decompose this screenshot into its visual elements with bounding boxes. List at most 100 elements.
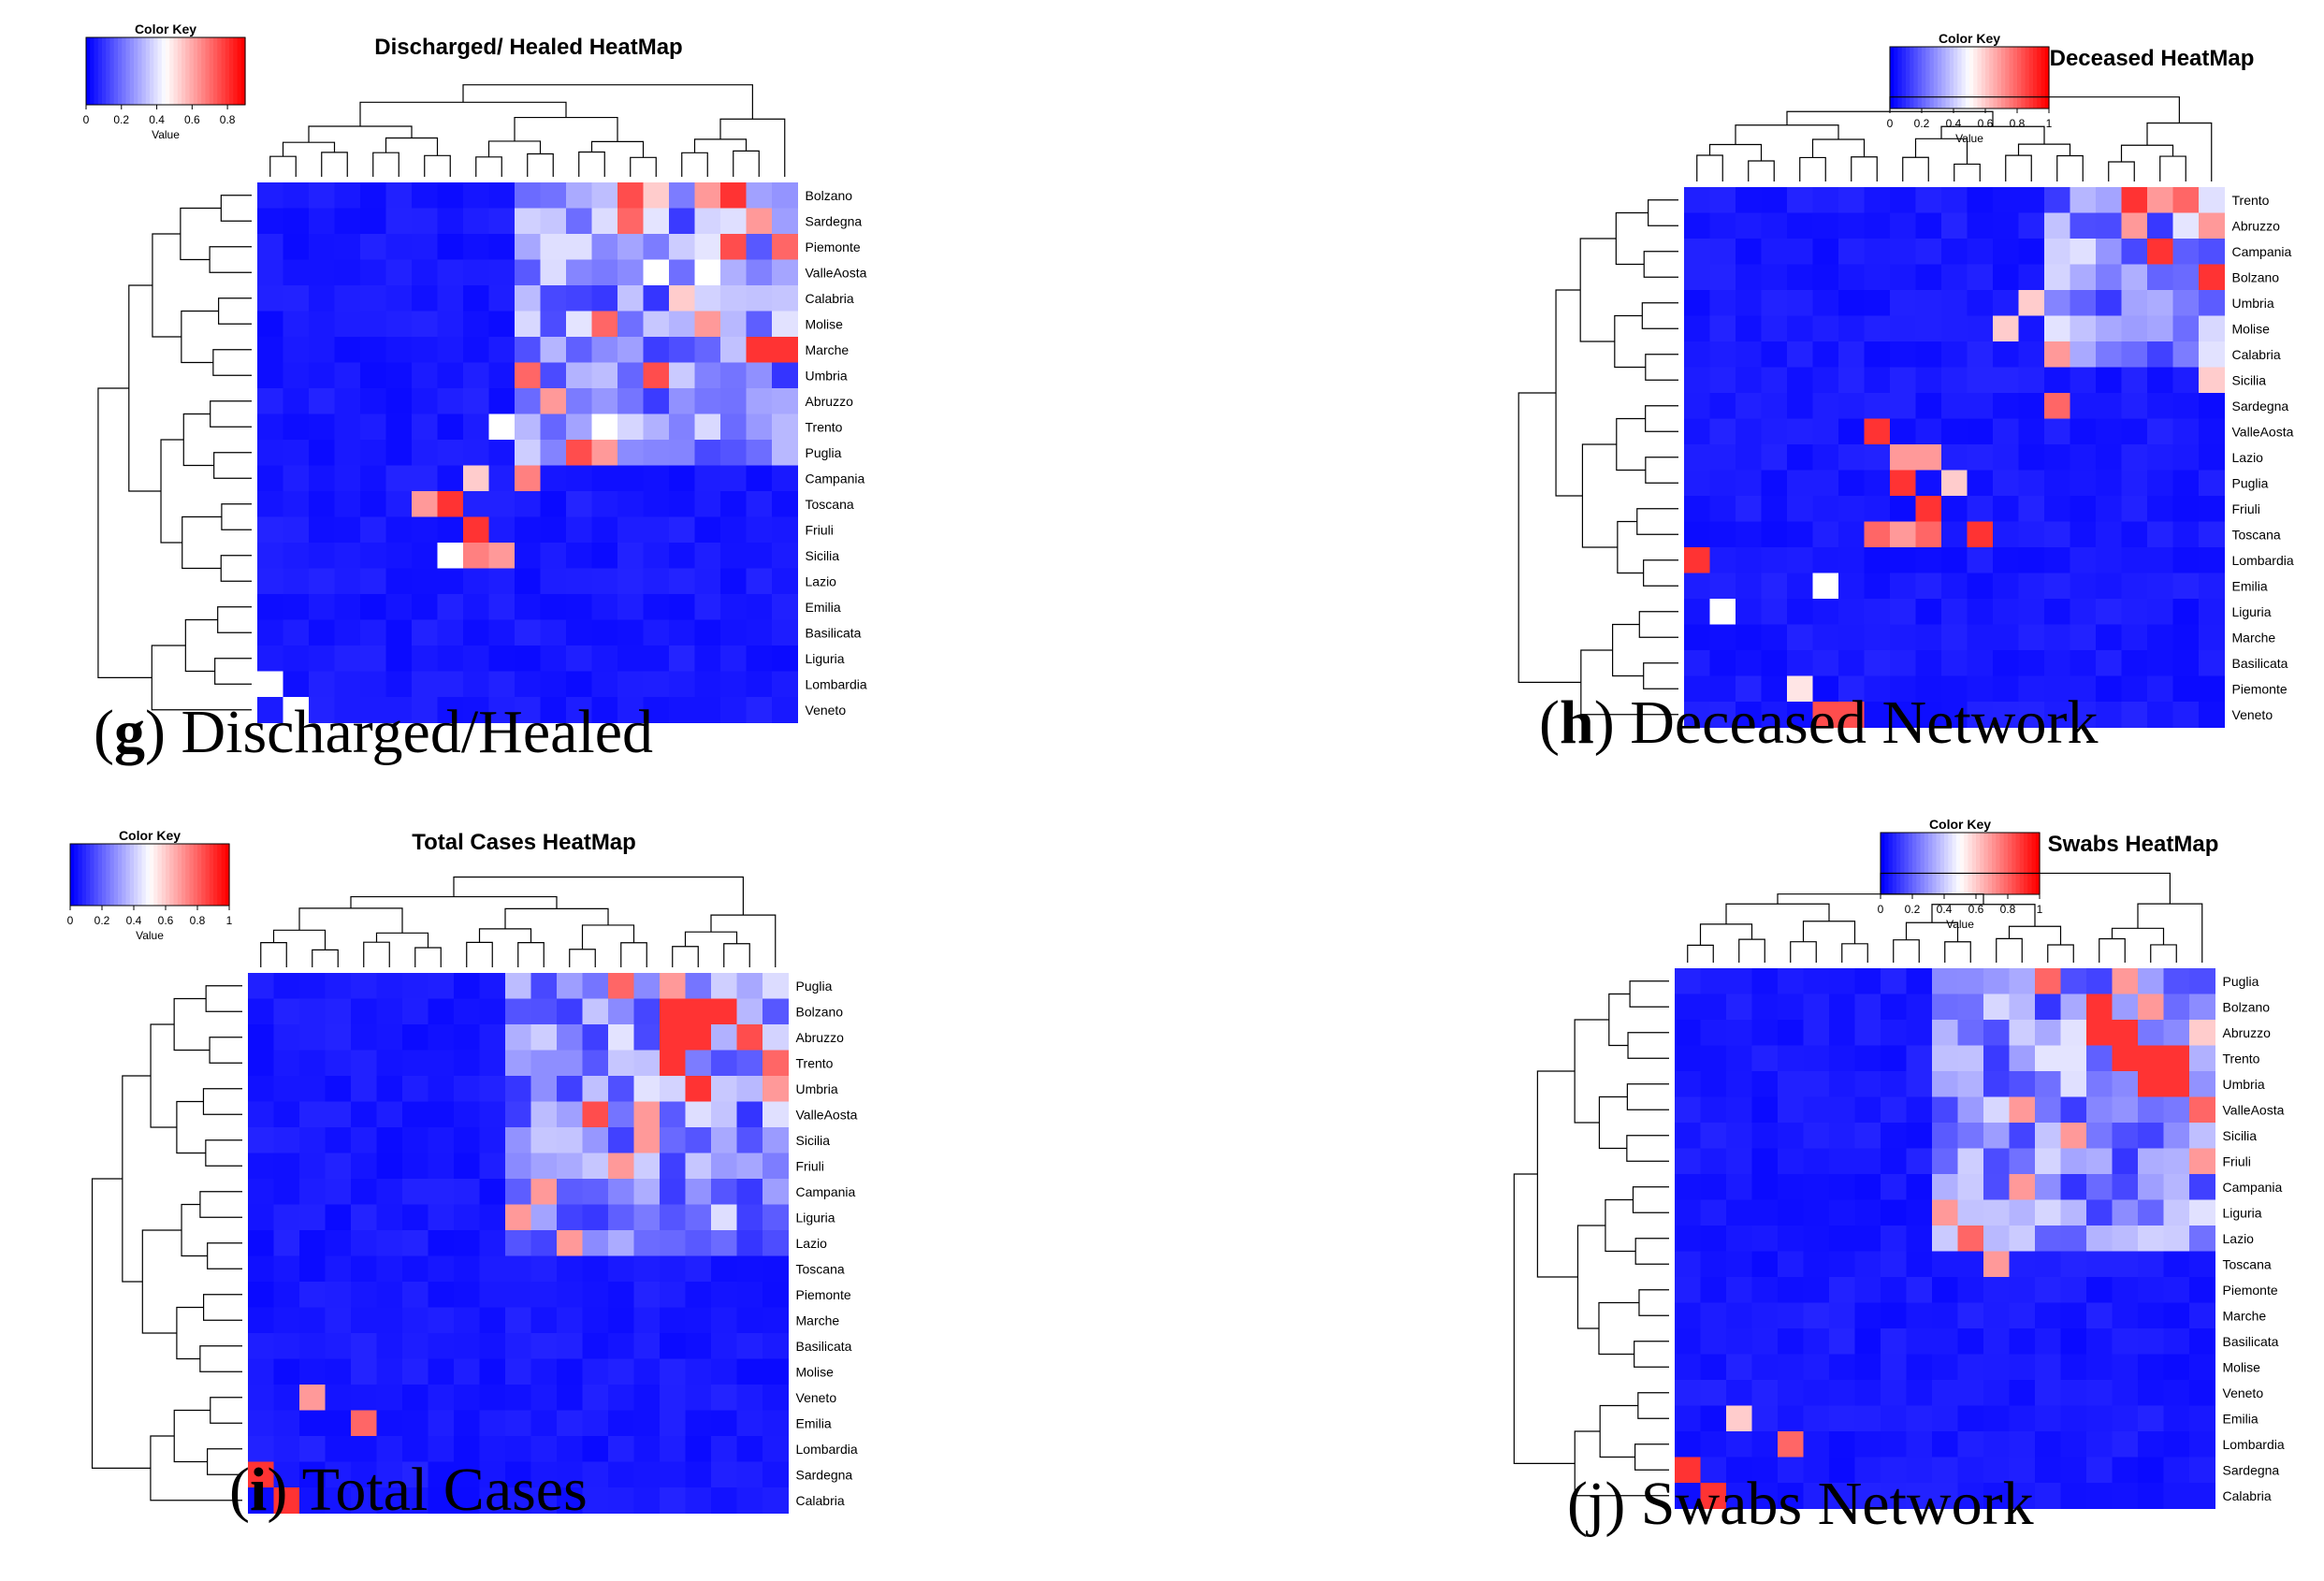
heatmap-cell [360,440,386,466]
heatmap-cell [463,440,489,466]
heatmap-cell [711,1153,737,1180]
heatmap-cell [412,543,438,569]
heatmap-cell [1761,212,1788,239]
heatmap-cell [2112,1020,2139,1046]
row-dendrogram-branch [160,439,184,544]
column-dendrogram-branch [1725,903,1830,924]
heatmap-cell [772,362,798,389]
column-dendrogram-branch [1811,138,1866,158]
heatmap-cell [1812,212,1839,239]
heatmap-cell [746,697,773,723]
heatmap-cell [1854,1405,1881,1432]
heatmap-cell [1967,264,1994,291]
heatmap-cell [2138,1405,2164,1432]
color-key-swatch [1992,833,1997,894]
heatmap-cell [2163,1020,2190,1046]
heatmap-cell [2189,1457,2215,1484]
heatmap-cell [2070,212,2097,239]
heatmap-cell [530,1487,558,1514]
heatmap-cell [488,208,516,235]
heatmap-cell [376,1024,403,1051]
heatmap-cell [660,1487,686,1514]
heatmap-cell [283,388,310,414]
heatmap-cell [2086,1380,2113,1406]
heatmap-cell [557,1436,583,1462]
heatmap-cell [669,568,695,595]
heatmap-cell [1726,1354,1752,1381]
heatmap-cell [2018,212,2045,239]
heatmap-cell [763,1153,789,1180]
heatmap-cell [428,973,455,999]
heatmap-cell [711,1101,737,1128]
heatmap-cell [736,1101,763,1128]
heatmap-cell [643,516,670,544]
heatmap-cell [2147,444,2173,471]
heatmap-cell [736,1255,763,1283]
heatmap-cell [736,1076,763,1102]
column-dendrogram-branch [527,152,554,177]
heatmap-cell [746,671,773,698]
heatmap-cell [1726,1020,1752,1046]
heatmap-cell [488,645,516,672]
heatmap-cell [1906,1457,1933,1484]
heatmap-cell [2060,1405,2087,1432]
color-key-swatch [225,844,230,906]
row-dendrogram-branch [1536,1070,1578,1278]
heatmap-cell [273,1076,300,1102]
column-dendrogram-branch [2056,154,2084,181]
heatmap-cell [608,1385,634,1411]
caption-letter: i [249,1456,268,1524]
heatmap-cell [720,311,747,338]
heatmap-cell [2018,341,2045,368]
heatmap-cell [2070,573,2097,600]
heatmap-cell [515,285,541,312]
color-key-swatch [106,844,111,906]
heatmap-cell [2060,968,2087,994]
heatmap-cell [1736,290,1762,316]
heatmap-cell [428,1436,455,1462]
heatmap-cell [2163,1380,2190,1406]
heatmap-cell [1684,212,1710,239]
row-label: Toscana [806,497,854,512]
heatmap-cell [2121,573,2148,600]
color-key-swatch [2024,833,2028,894]
heatmap-cell [1967,521,1994,548]
row-label: Toscana [796,1261,845,1276]
heatmap-cell [299,1385,326,1411]
heatmap-cell [1890,521,1916,548]
heatmap-cell [2096,624,2122,651]
color-key-swatch [213,844,218,906]
heatmap-cell [530,1101,558,1128]
heatmap-cell [2060,1199,2087,1226]
color-key-swatch [129,37,135,105]
heatmap-cell [2035,1096,2061,1124]
heatmap-cell [608,1024,634,1051]
row-label: Puglia [806,445,842,460]
heatmap-cell [1906,968,1933,994]
heatmap-cell [608,1230,634,1256]
heatmap-cell [633,1358,661,1385]
heatmap-cell [591,516,618,544]
heatmap-cell [660,1179,686,1205]
heatmap-cell [1941,599,1968,625]
heatmap-cell [1812,624,1839,651]
caption-text: (j) Swabs Network [1567,1470,2034,1538]
heatmap-cell [376,1333,403,1359]
heatmap-cell [1906,1020,1933,1046]
column-dendrogram-branch [1902,156,1929,181]
heatmap-cell [633,1179,661,1205]
heatmap-cell [2086,1457,2113,1484]
heatmap-cell [746,516,773,544]
heatmap-cell [1983,1045,2010,1072]
heatmap-cell [582,1024,609,1051]
color-key-swatch [182,844,186,906]
row-label: Trento [2232,193,2270,208]
row-label: Trento [2223,1051,2260,1066]
heatmap-cell [1906,1277,1933,1303]
heatmap-cell [1700,1148,1727,1175]
heatmap-cell [360,337,386,363]
heatmap-cell [505,1333,531,1359]
heatmap-cell [660,1230,686,1256]
heatmap-cell [1854,1020,1881,1046]
heatmap-cell [257,619,283,646]
